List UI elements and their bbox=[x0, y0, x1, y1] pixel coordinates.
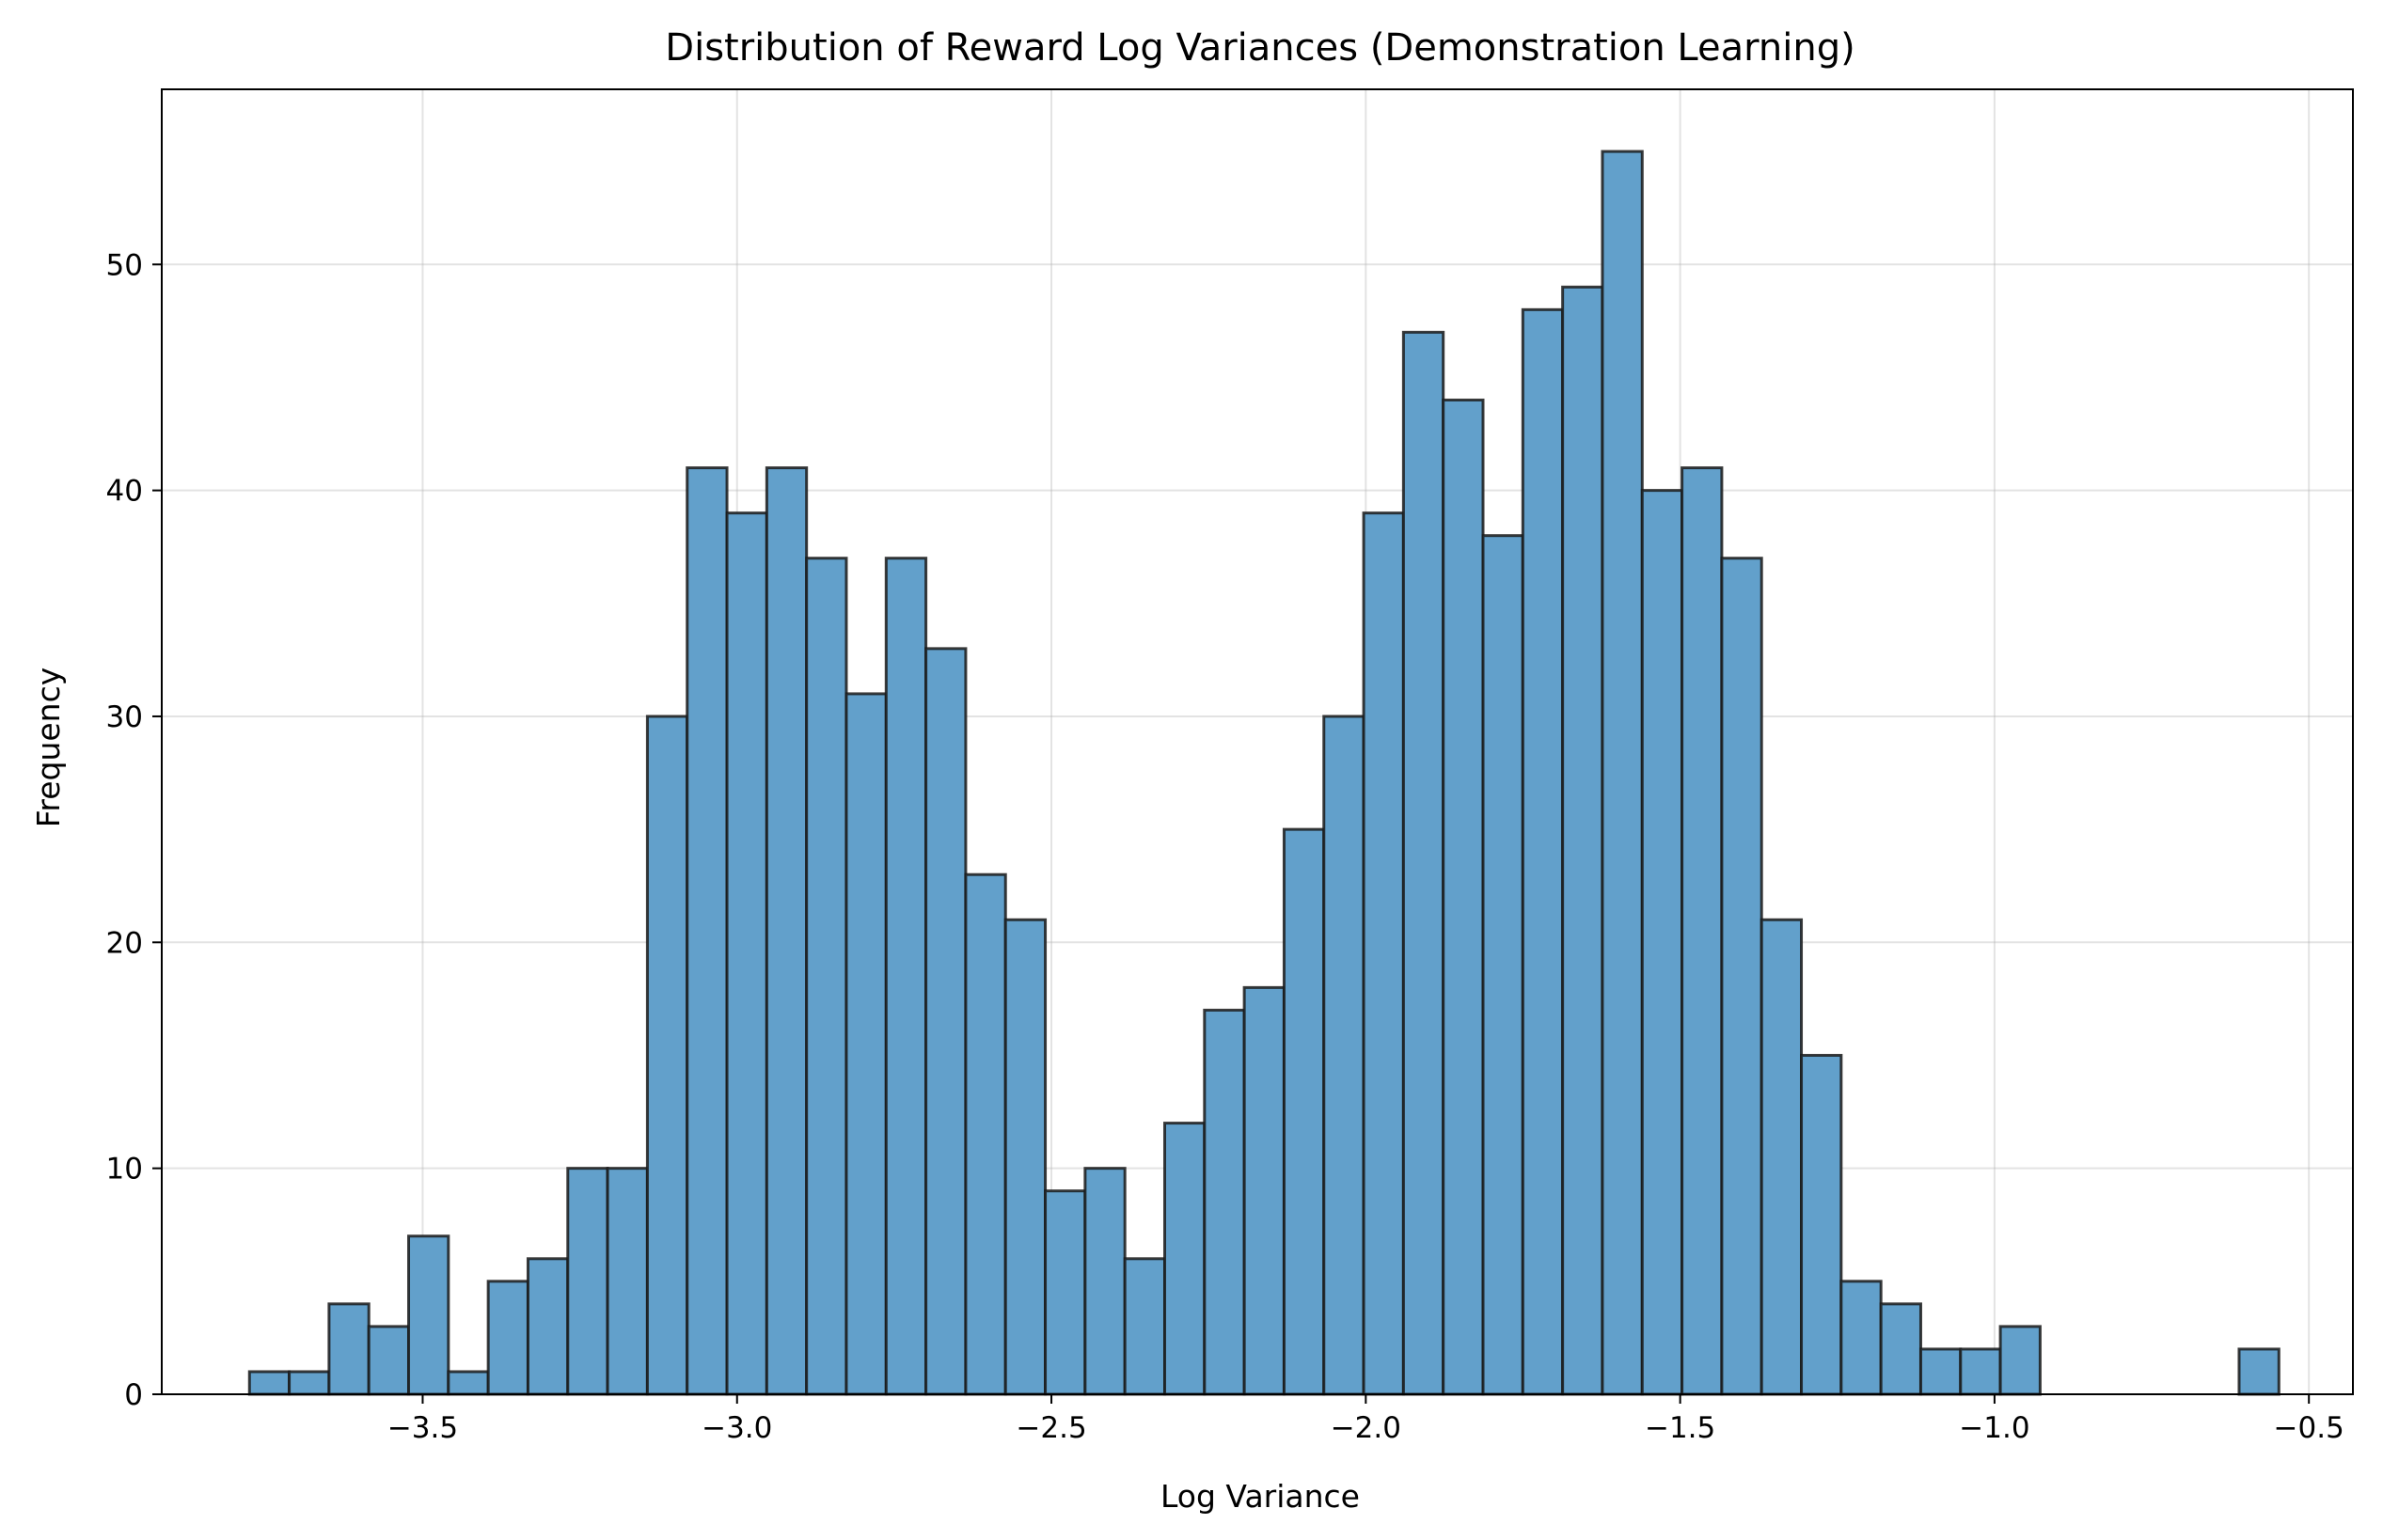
histogram-bar bbox=[1720, 557, 1763, 1396]
histogram-bar bbox=[1282, 827, 1326, 1396]
histogram-bar bbox=[1481, 534, 1524, 1396]
axes-layer bbox=[161, 88, 2354, 1395]
y-tick-label: 30 bbox=[106, 700, 143, 734]
y-tick-label: 20 bbox=[106, 926, 143, 960]
histogram-bar bbox=[247, 1370, 292, 1396]
histogram-bar bbox=[686, 466, 729, 1396]
histogram-bar bbox=[1362, 511, 1405, 1396]
histogram-bar bbox=[1800, 1053, 1843, 1396]
histogram-bar bbox=[407, 1234, 450, 1396]
x-tick-label: −3.5 bbox=[387, 1411, 458, 1445]
y-axis-label: Frequency bbox=[30, 668, 67, 827]
histogram-bar bbox=[1839, 1280, 1883, 1396]
x-axis-label: Log Variance bbox=[1160, 1478, 1360, 1515]
histogram-bar bbox=[1959, 1347, 2002, 1396]
bars-layer bbox=[247, 149, 2280, 1396]
histogram-bar bbox=[1044, 1189, 1087, 1396]
histogram-bar bbox=[1601, 149, 1644, 1396]
histogram-bar bbox=[327, 1302, 371, 1396]
histogram-bar bbox=[765, 466, 809, 1396]
histogram-bar bbox=[1322, 715, 1365, 1396]
x-tick-label: −0.5 bbox=[2274, 1411, 2344, 1445]
y-tick-label: 10 bbox=[106, 1153, 143, 1186]
histogram-bar bbox=[725, 511, 768, 1396]
histogram-bar bbox=[1162, 1122, 1207, 1396]
histogram-bar bbox=[1401, 330, 1445, 1396]
histogram-bar bbox=[884, 557, 928, 1396]
histogram-bar bbox=[805, 557, 848, 1396]
x-tick-label: −3.0 bbox=[702, 1411, 772, 1445]
histogram-bar bbox=[924, 647, 968, 1396]
histogram-bar bbox=[1442, 398, 1485, 1396]
histogram-bar bbox=[2237, 1347, 2280, 1396]
x-tick-label: −2.0 bbox=[1331, 1411, 1401, 1445]
histogram-bar bbox=[288, 1370, 331, 1396]
histogram-bar bbox=[486, 1280, 529, 1396]
histogram-bar bbox=[367, 1325, 411, 1396]
histogram-bar bbox=[1640, 489, 1684, 1396]
histogram-bar bbox=[1918, 1347, 1963, 1396]
histogram-bar bbox=[526, 1257, 570, 1396]
y-tick-label: 0 bbox=[124, 1378, 143, 1412]
histogram-bar bbox=[1681, 466, 1724, 1396]
histogram-bar bbox=[1123, 1257, 1166, 1396]
histogram-bar bbox=[1760, 918, 1804, 1396]
histogram-bar bbox=[964, 872, 1007, 1396]
histogram-bar bbox=[606, 1167, 649, 1396]
histogram-bar bbox=[1521, 307, 1565, 1396]
histogram-bar bbox=[1003, 918, 1048, 1396]
histogram-bar bbox=[1998, 1325, 2042, 1396]
histogram-bar bbox=[1561, 285, 1604, 1396]
chart-title: Distribution of Reward Log Variances (De… bbox=[665, 26, 1854, 70]
x-tick-label: −2.5 bbox=[1016, 1411, 1086, 1445]
plot-frame bbox=[161, 88, 2354, 1395]
histogram-bar bbox=[1879, 1302, 1922, 1396]
x-tick-label: −1.5 bbox=[1645, 1411, 1715, 1445]
x-tick-label: −1.0 bbox=[1959, 1411, 2029, 1445]
histogram-bar bbox=[844, 692, 888, 1396]
histogram-bar bbox=[1083, 1167, 1127, 1396]
y-tick-label: 50 bbox=[106, 248, 143, 282]
histogram-bar bbox=[447, 1370, 490, 1396]
histogram-bar bbox=[645, 715, 689, 1396]
ticks-layer: −3.5 −3.0 −2.5 −2.0 −1.5 −1.0 −0.5 0 10 20 30 40 50 bbox=[106, 248, 2344, 1445]
y-tick-label: 40 bbox=[106, 475, 143, 509]
histogram-bar bbox=[566, 1167, 609, 1396]
histogram-bar bbox=[1203, 1008, 1246, 1396]
histogram-bar bbox=[1242, 985, 1286, 1396]
